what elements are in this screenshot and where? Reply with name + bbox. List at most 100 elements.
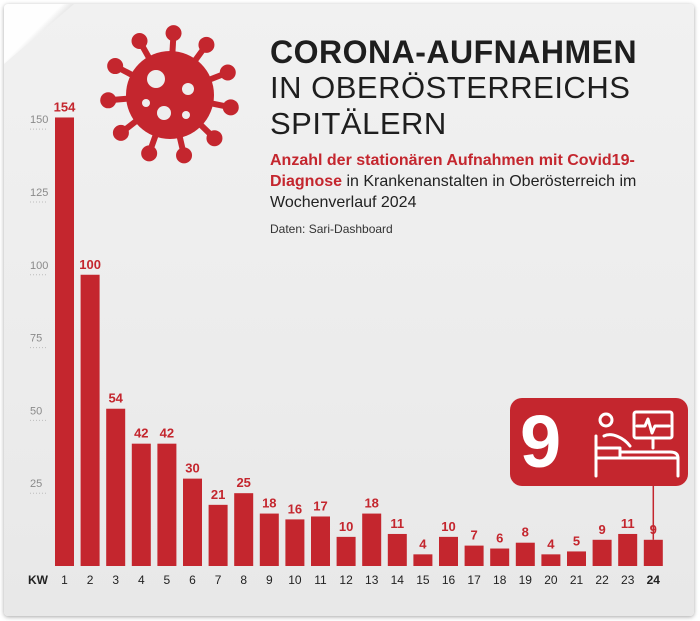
title-line-1: CORONA-AUFNAHMEN [270, 34, 638, 70]
virus-spike-cap [165, 25, 182, 42]
bar [413, 554, 433, 566]
bar [439, 536, 458, 566]
latest-value: 9 [520, 400, 562, 483]
bar-value-label: 11 [621, 516, 635, 531]
bar-value-label: 6 [496, 531, 503, 546]
y-axis: 25 50 75 100 125 150 [30, 114, 48, 494]
bar [183, 478, 202, 566]
bar [311, 516, 330, 566]
bar-value-label: 16 [288, 501, 302, 516]
virus-spike-cap [198, 36, 215, 53]
x-tick-label: 22 [595, 573, 609, 587]
virus-spike-cap [222, 99, 239, 116]
bar [618, 533, 638, 566]
x-tick-label: 8 [240, 573, 247, 587]
bar [541, 554, 561, 566]
x-axis: 1 2 3 4 5 6 7 8 9 10 11 12 13 14 15 16 17 18 19 20 21 22 23 24K… [28, 573, 660, 587]
y-tick-label: 25 [30, 478, 42, 490]
y-tick-label: 100 [30, 260, 48, 272]
x-tick-label: 20 [544, 573, 558, 587]
x-tick-label: 7 [215, 573, 222, 587]
bar-value-label: 100 [79, 257, 101, 272]
bar [362, 513, 382, 566]
x-axis-label: KW [28, 573, 49, 587]
bar-value-label: 18 [364, 496, 378, 511]
subtitle-highlight: Anzahl der stationären Aufnahmen mit Cov… [270, 152, 635, 190]
bar-value-label: 30 [185, 461, 199, 476]
subtitle-rest: in Krankenanstalten in Oberösterreich im… [270, 173, 637, 211]
x-tick-label: 21 [570, 573, 584, 587]
bar [106, 408, 126, 566]
bar [515, 542, 535, 566]
bar-value-label: 42 [134, 426, 148, 441]
x-tick-label: 23 [621, 573, 635, 587]
y-tick-label: 50 [30, 405, 42, 417]
x-tick-label: 5 [164, 573, 171, 587]
data-source: Daten: Sari-Dashboard [270, 222, 393, 236]
y-tick-label: 150 [30, 114, 48, 126]
bar-value-label: 5 [573, 533, 580, 548]
virus-spike-cap [141, 145, 158, 162]
bar [55, 117, 74, 566]
y-tick-label: 125 [30, 187, 48, 199]
bar-value-label: 17 [313, 498, 327, 513]
bar [567, 551, 586, 566]
bar-value-label: 10 [441, 519, 455, 534]
bar [131, 443, 151, 566]
bar [592, 539, 612, 566]
bar-value-label: 9 [598, 522, 605, 537]
x-tick-label: 9 [266, 573, 273, 587]
bar-value-label: 4 [547, 536, 555, 551]
bar-value-label: 25 [236, 475, 250, 490]
virus-spike-cap [131, 33, 148, 50]
x-tick-label: 18 [493, 573, 507, 587]
bar-value-label: 154 [54, 99, 76, 114]
virus-spike-cap [100, 92, 117, 109]
bar [464, 545, 484, 566]
bar [643, 539, 663, 566]
virus-spike-cap [176, 147, 193, 164]
latest-value-badge: 9 [510, 398, 688, 486]
virus-spike-cap [112, 124, 129, 141]
x-tick-label: 19 [519, 573, 533, 587]
coronavirus-icon [100, 25, 239, 164]
x-tick-label: 4 [138, 573, 145, 587]
bar [285, 519, 305, 566]
x-tick-label: 24 [647, 573, 661, 587]
bar [234, 493, 254, 566]
bar-value-label: 54 [108, 391, 123, 406]
bar [259, 513, 279, 566]
y-tick-label: 75 [30, 333, 42, 345]
bar [208, 504, 228, 566]
chart-subtitle: Anzahl der stationären Aufnahmen mit Cov… [270, 150, 690, 213]
x-tick-label: 12 [339, 573, 353, 587]
x-tick-label: 15 [416, 573, 430, 587]
title-line-2: IN OBERÖSTERREICHS [270, 70, 631, 105]
bar-value-label: 4 [419, 536, 427, 551]
x-tick-label: 16 [442, 573, 456, 587]
bar-value-label: 8 [522, 525, 529, 540]
virus-spike-cap [206, 130, 223, 147]
x-tick-label: 10 [288, 573, 302, 587]
virus-spike-cap [219, 64, 236, 81]
title-line-3: SPITÄLERN [270, 106, 447, 141]
hospital-bed-icon [594, 410, 680, 478]
bar [157, 443, 177, 566]
bar-value-label: 11 [390, 516, 404, 531]
bar-value-label: 18 [262, 496, 276, 511]
x-tick-label: 6 [189, 573, 196, 587]
x-tick-label: 14 [391, 573, 405, 587]
x-tick-label: 3 [112, 573, 119, 587]
x-tick-label: 17 [467, 573, 481, 587]
bar [387, 533, 407, 566]
bar-value-label: 42 [160, 426, 174, 441]
bar-value-label: 10 [339, 519, 353, 534]
x-tick-label: 1 [61, 573, 68, 587]
bar-value-label: 21 [211, 487, 225, 502]
x-tick-label: 11 [314, 573, 327, 587]
x-tick-label: 13 [365, 573, 379, 587]
bar [490, 548, 510, 566]
bar-value-label: 7 [470, 528, 477, 543]
bar [336, 536, 356, 566]
